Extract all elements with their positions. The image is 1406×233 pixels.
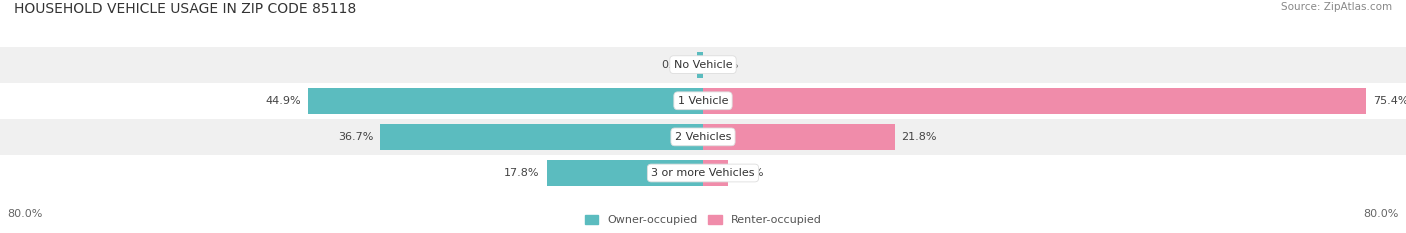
Text: Source: ZipAtlas.com: Source: ZipAtlas.com <box>1281 2 1392 12</box>
Text: 2 Vehicles: 2 Vehicles <box>675 132 731 142</box>
Text: 17.8%: 17.8% <box>505 168 540 178</box>
Text: 75.4%: 75.4% <box>1372 96 1406 106</box>
Text: 0.7%: 0.7% <box>661 60 690 70</box>
Bar <box>0 83 1406 119</box>
Text: 36.7%: 36.7% <box>337 132 374 142</box>
Bar <box>703 124 894 150</box>
Text: 1 Vehicle: 1 Vehicle <box>678 96 728 106</box>
Text: 21.8%: 21.8% <box>901 132 936 142</box>
Bar <box>0 155 1406 191</box>
Bar <box>308 88 703 114</box>
Text: 80.0%: 80.0% <box>1364 209 1399 219</box>
Bar <box>381 124 703 150</box>
Bar <box>703 160 728 186</box>
Legend: Owner-occupied, Renter-occupied: Owner-occupied, Renter-occupied <box>585 215 821 225</box>
Text: HOUSEHOLD VEHICLE USAGE IN ZIP CODE 85118: HOUSEHOLD VEHICLE USAGE IN ZIP CODE 8511… <box>14 2 356 16</box>
Text: 44.9%: 44.9% <box>266 96 301 106</box>
Text: 2.8%: 2.8% <box>734 168 763 178</box>
Bar <box>697 52 703 78</box>
Bar <box>0 119 1406 155</box>
Bar <box>547 160 703 186</box>
Text: 3 or more Vehicles: 3 or more Vehicles <box>651 168 755 178</box>
Text: No Vehicle: No Vehicle <box>673 60 733 70</box>
Bar <box>703 88 1365 114</box>
Text: 0.0%: 0.0% <box>710 60 738 70</box>
Text: 80.0%: 80.0% <box>7 209 42 219</box>
Bar <box>0 47 1406 83</box>
